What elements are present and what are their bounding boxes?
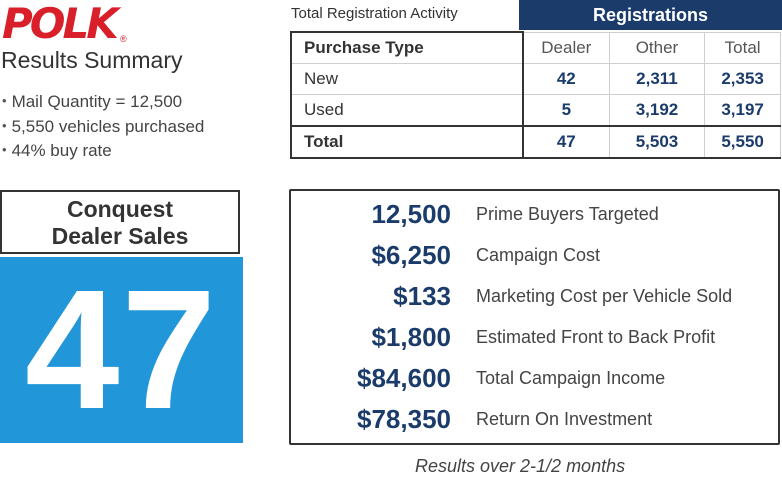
metric-value: $6,250 <box>371 240 451 270</box>
metric-value: $1,800 <box>371 322 451 352</box>
registered-mark: ® <box>120 34 127 44</box>
metric-row: 12,500 Prime Buyers Targeted <box>291 194 778 235</box>
table-row: Used 5 3,192 3,197 <box>290 94 781 127</box>
registrations-header: Registrations <box>519 0 782 30</box>
conquest-line-2: Dealer Sales <box>51 223 189 249</box>
summary-bullets: Mail Quantity = 12,500 5,550 vehicles pu… <box>2 90 205 164</box>
metrics-panel: 12,500 Prime Buyers Targeted $6,250 Camp… <box>289 189 780 445</box>
table-row-total: Total 47 5,503 5,550 <box>290 125 781 159</box>
metric-label: Prime Buyers Targeted <box>476 204 659 224</box>
metric-label: Marketing Cost per Vehicle Sold <box>476 286 733 306</box>
bullet-item: Mail Quantity = 12,500 <box>2 90 204 115</box>
metric-value: 12,500 <box>371 199 451 229</box>
bullet-item: 44% buy rate <box>2 139 204 164</box>
table-cell: 5 <box>522 94 610 127</box>
registration-table: Purchase Type Dealer Other Total New 42 … <box>290 31 781 159</box>
table-cell: 47 <box>522 125 610 159</box>
metric-label: Campaign Cost <box>476 245 601 265</box>
conquest-sales-value: 47 <box>0 257 243 443</box>
metric-row: $133 Marketing Cost per Vehicle Sold <box>291 276 778 317</box>
metric-label: Total Campaign Income <box>476 368 666 388</box>
polk-logo: POLK ® <box>2 2 132 46</box>
table-cell: 3,197 <box>704 94 781 127</box>
metric-row: $1,800 Estimated Front to Back Profit <box>291 317 778 358</box>
table-cell: 3,192 <box>608 94 706 127</box>
metric-value: $78,350 <box>357 404 451 434</box>
metric-row: $84,600 Total Campaign Income <box>291 358 778 399</box>
results-footnote: Results over 2-1/2 months <box>415 456 626 476</box>
row-label: Total <box>290 125 524 159</box>
row-label: Used <box>290 94 524 127</box>
metric-label: Estimated Front to Back Profit <box>476 327 716 347</box>
table-cell: 5,550 <box>704 125 781 159</box>
registration-caption: Total Registration Activity <box>291 5 458 22</box>
metric-label: Return On Investment <box>476 409 653 429</box>
row-label: New <box>290 63 524 95</box>
metric-value: $133 <box>393 281 451 311</box>
logo-text: POLK <box>2 0 119 48</box>
column-header: Purchase Type <box>290 31 524 64</box>
column-header: Total <box>704 31 781 64</box>
metric-row: $6,250 Campaign Cost <box>291 235 778 276</box>
results-summary-title: Results Summary <box>1 47 183 73</box>
conquest-dealer-sales-title: Conquest Dealer Sales <box>0 190 240 254</box>
metric-value: $84,600 <box>357 363 451 393</box>
table-header-row: Purchase Type Dealer Other Total <box>290 31 781 64</box>
bullet-item: 5,550 vehicles purchased <box>2 115 205 140</box>
table-cell: 2,311 <box>608 63 706 95</box>
column-header: Dealer <box>522 31 610 64</box>
table-cell: 5,503 <box>608 125 706 159</box>
conquest-line-1: Conquest <box>66 196 174 222</box>
table-row: New 42 2,311 2,353 <box>290 63 781 95</box>
table-cell: 2,353 <box>704 63 781 95</box>
metric-row: $78,350 Return On Investment <box>291 399 778 440</box>
table-cell: 42 <box>522 63 610 95</box>
column-header: Other <box>608 31 706 64</box>
